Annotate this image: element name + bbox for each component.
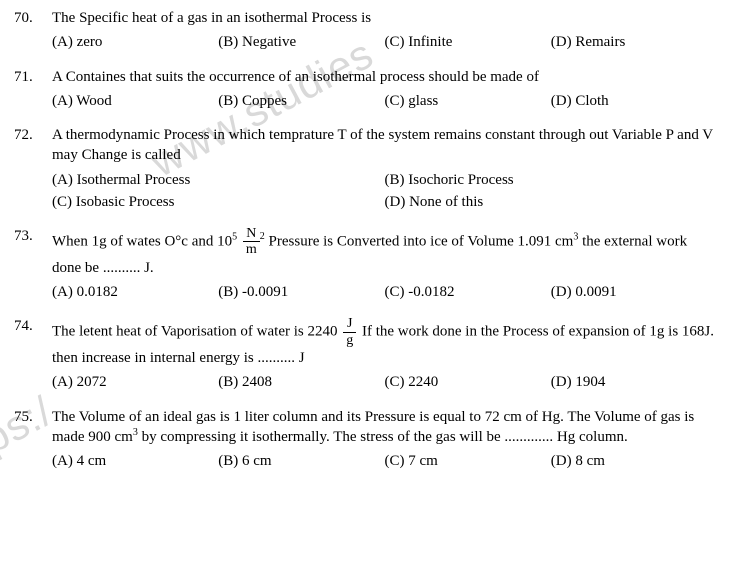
fraction-n-m2: N m [243, 226, 260, 258]
option-b: (B) -0.0091 [218, 282, 384, 302]
question-75: 75. The Volume of an ideal gas is 1 lite… [14, 407, 717, 482]
option-c: (C) 7 cm [385, 451, 551, 471]
frac-num: J [343, 316, 356, 332]
qnum: 71. [14, 67, 52, 122]
option-a: (A) zero [52, 32, 218, 52]
option-c: (C) glass [385, 91, 551, 111]
stem: A thermodynamic Process in which temprat… [52, 125, 717, 166]
stem: The Volume of an ideal gas is 1 liter co… [52, 407, 717, 448]
frac-num: N [243, 226, 260, 242]
option-a: (A) 0.0182 [52, 282, 218, 302]
question-72: 72. A thermodynamic Process in which tem… [14, 125, 717, 222]
question-73: 73. When 1g of wates O°c and 105 N m 2 P… [14, 226, 717, 312]
option-d: (D) Remairs [551, 32, 717, 52]
m-sq: 2 [260, 231, 265, 242]
stem: The letent heat of Vaporisation of water… [52, 316, 717, 368]
qnum: 70. [14, 8, 52, 63]
option-a: (A) Isothermal Process [52, 170, 385, 190]
option-c: (C) Isobasic Process [52, 192, 385, 212]
option-a: (A) 2072 [52, 372, 218, 392]
fraction-j-g: J g [343, 316, 356, 348]
option-c: (C) 2240 [385, 372, 551, 392]
option-d: (D) 1904 [551, 372, 717, 392]
text: and [188, 233, 217, 249]
option-a: (A) 4 cm [52, 451, 218, 471]
question-74: 74. The letent heat of Vaporisation of w… [14, 316, 717, 402]
option-d: (D) 8 cm [551, 451, 717, 471]
option-d: (D) None of this [385, 192, 718, 212]
option-a: (A) Wood [52, 91, 218, 111]
qnum: 72. [14, 125, 52, 222]
text: The letent heat of Vaporisation of water… [52, 324, 341, 340]
question-list: 70. The Specific heat of a gas in an iso… [14, 8, 717, 481]
temp-0c: O°c [164, 233, 188, 249]
qnum: 75. [14, 407, 52, 482]
option-b: (B) Isochoric Process [385, 170, 718, 190]
exp-5: 5 [232, 231, 237, 242]
stem: A Containes that suits the occurrence of… [52, 67, 717, 87]
text: When 1g of wates [52, 233, 164, 249]
stem: The Specific heat of a gas in an isother… [52, 8, 717, 28]
option-b: (B) Coppes [218, 91, 384, 111]
option-b: (B) Negative [218, 32, 384, 52]
question-70: 70. The Specific heat of a gas in an iso… [14, 8, 717, 63]
option-d: (D) Cloth [551, 91, 717, 111]
cm-cubed: 3 [573, 231, 578, 242]
text: by compressing it isothermally. The stre… [138, 429, 628, 445]
option-d: (D) 0.0091 [551, 282, 717, 302]
question-71: 71. A Containes that suits the occurrenc… [14, 67, 717, 122]
option-c: (C) Infinite [385, 32, 551, 52]
option-b: (B) 6 cm [218, 451, 384, 471]
frac-den: g [343, 333, 356, 348]
ten: 10 [217, 233, 232, 249]
qnum: 73. [14, 226, 52, 312]
frac-den: m [243, 242, 260, 257]
stem: When 1g of wates O°c and 105 N m 2 Press… [52, 226, 717, 278]
option-c: (C) -0.0182 [385, 282, 551, 302]
qnum: 74. [14, 316, 52, 402]
text: Pressure is Converted into ice of Volume… [269, 233, 574, 249]
option-b: (B) 2408 [218, 372, 384, 392]
